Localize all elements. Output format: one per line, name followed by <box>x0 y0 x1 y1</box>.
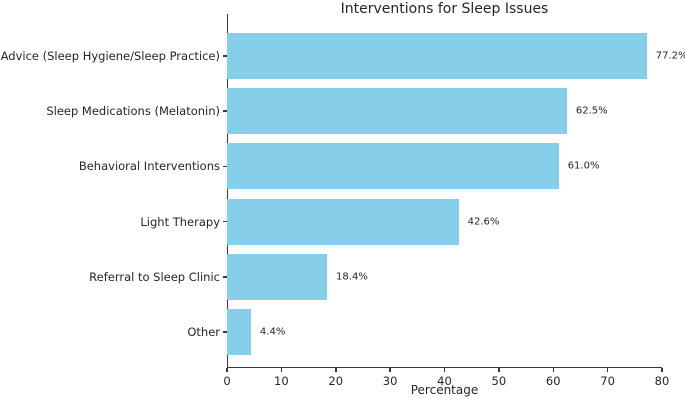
category-label: Referral to Sleep Clinic <box>89 269 220 284</box>
category-label: Light Therapy <box>140 214 220 229</box>
y-axis-tick <box>223 276 227 278</box>
x-axis-tick-label: 30 <box>382 374 398 388</box>
x-axis-tick-label: 40 <box>437 374 452 388</box>
bar-value-label: 61.0% <box>567 160 600 172</box>
x-axis-tick-label: 20 <box>328 374 344 388</box>
y-axis-tick <box>223 220 227 223</box>
x-axis-tick <box>280 368 283 372</box>
bar-value-label: 62.5% <box>575 105 608 117</box>
y-axis-tick <box>223 110 227 112</box>
bar-value-label: 18.4% <box>336 271 368 283</box>
x-axis-tick <box>606 368 609 372</box>
bar-value-label: 42.6% <box>467 216 500 228</box>
bar <box>227 33 647 79</box>
x-axis-tick <box>661 368 663 372</box>
plot-area <box>227 14 662 368</box>
x-axis-tick-label: 80 <box>654 374 670 388</box>
x-axis-tick <box>335 368 337 372</box>
bar <box>227 309 251 355</box>
y-axis-tick <box>223 55 227 57</box>
x-axis-tick-label: 50 <box>491 374 507 388</box>
category-label: Sleep Medications (Melatonin) <box>46 104 220 119</box>
x-axis-tick <box>498 368 500 372</box>
chart-title: Interventions for Sleep Issues <box>340 1 549 17</box>
bar <box>227 253 328 300</box>
x-axis-tick <box>552 368 554 372</box>
bar <box>227 88 567 135</box>
x-axis-tick <box>389 368 391 372</box>
bar <box>227 198 459 245</box>
x-axis-tick-label: 60 <box>545 374 561 388</box>
category-label: Other <box>187 325 220 339</box>
category-label: Advice (Sleep Hygiene/Sleep Practice) <box>0 49 220 63</box>
x-axis-tick-label: 70 <box>600 374 615 388</box>
y-axis-tick <box>223 165 227 168</box>
x-axis-tick-label: 10 <box>274 374 289 388</box>
bar-value-label: 4.4% <box>259 326 286 338</box>
x-axis-tick-label: 0 <box>223 374 231 388</box>
category-label: Behavioral Interventions <box>78 159 220 174</box>
bar-value-label: 77.2% <box>655 50 685 62</box>
x-axis-tick <box>443 368 446 372</box>
y-axis-tick <box>223 331 227 333</box>
x-axis-tick <box>226 368 228 372</box>
x-axis-label: Percentage <box>410 383 479 397</box>
bar <box>227 143 559 190</box>
